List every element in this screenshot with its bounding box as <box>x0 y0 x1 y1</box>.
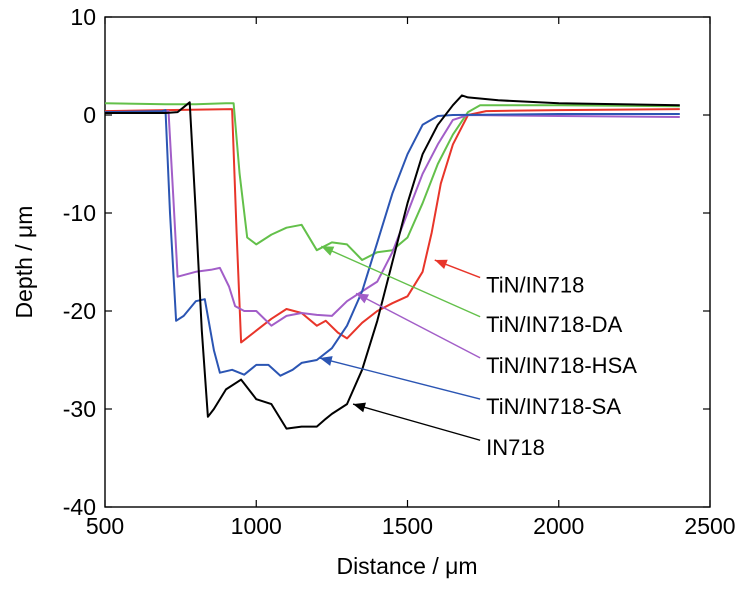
series-line-tin-in718 <box>104 108 680 344</box>
leader-arrow-tin-in718 <box>434 259 448 270</box>
x-tick-label: 2500 <box>684 513 735 539</box>
y-tick-label: 10 <box>70 4 96 30</box>
leader-arrow-in718 <box>353 402 366 413</box>
x-tick-label: 1500 <box>382 513 433 539</box>
x-tick-label: 2000 <box>533 513 584 539</box>
y-axis-title: Depth / μm <box>11 206 37 319</box>
series-label-tin-in718-sa: TiN/IN718-SA <box>486 394 621 419</box>
leader-arrow-tin-in718-hsa <box>356 293 370 304</box>
leader-line-tin-in718-da <box>321 245 481 318</box>
leader-line-tin-in718-sa <box>319 357 481 400</box>
leader-line-in718 <box>352 403 481 441</box>
y-tick-label: 0 <box>83 102 96 128</box>
series-line-tin-in718-sa <box>104 109 680 377</box>
series-line-in718 <box>105 94 680 430</box>
series-label-tin-in718-da: TiN/IN718-DA <box>486 312 622 337</box>
x-tick-label: 1000 <box>231 513 282 539</box>
leader-line-tin-in718-hsa <box>355 292 481 359</box>
y-tick-label: -40 <box>63 494 96 520</box>
leader-arrow-tin-in718-da <box>321 246 335 256</box>
y-tick-label: -10 <box>63 200 96 226</box>
leader-arrow-tin-in718-sa <box>319 356 333 366</box>
x-axis-title: Distance / μm <box>336 553 477 579</box>
y-tick-label: -20 <box>63 298 96 324</box>
legend-layer: TiN/IN718 TiN/IN718-DA TiN/IN718-HSA TiN/IN… <box>319 245 637 460</box>
series-label-tin-in718: TiN/IN718 <box>486 273 584 298</box>
series-line-tin-in718-da <box>104 102 680 261</box>
series-layer <box>104 94 680 430</box>
axis-ticks: 500 1000 1500 2000 2500 10 0 -10 -20 -30 -40 <box>63 4 736 539</box>
series-line-tin-in718-hsa <box>104 110 680 327</box>
plot-frame <box>104 16 711 508</box>
y-tick-label: -30 <box>63 396 96 422</box>
series-label-tin-in718-hsa: TiN/IN718-HSA <box>486 353 637 378</box>
x-tick-label: 500 <box>86 513 124 539</box>
series-label-in718: IN718 <box>486 435 545 460</box>
